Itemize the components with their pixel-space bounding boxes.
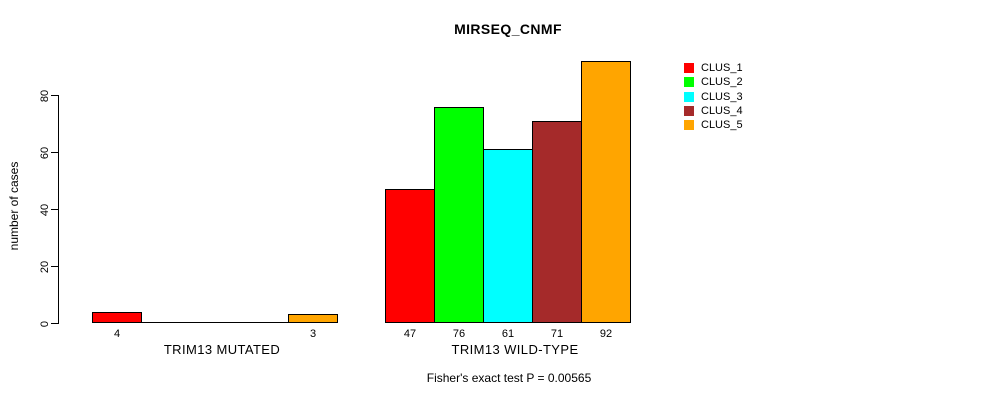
legend-swatch-clus_4 <box>684 105 694 116</box>
y-tick-label: 80 <box>39 89 51 103</box>
group-label-trim13-wild-type: TRIM13 WILD-TYPE <box>451 342 579 357</box>
bar-value-label: 61 <box>501 328 515 340</box>
y-tick-label: 60 <box>39 146 51 159</box>
bar-clus_1-group1 <box>385 189 435 323</box>
y-tick-label: 20 <box>39 260 51 273</box>
fisher-test-annotation: Fisher's exact test P = 0.00565 <box>426 371 592 385</box>
legend-swatch-clus_1 <box>684 63 694 73</box>
y-tick-label: 40 <box>39 203 51 216</box>
legend-swatch-clus_5 <box>684 120 694 131</box>
y-tick-mark <box>51 323 58 324</box>
bar-value-label: 92 <box>599 328 613 340</box>
y-axis-line <box>58 95 59 324</box>
bar-clus_2-group1 <box>434 107 484 323</box>
y-tick-mark <box>51 266 58 268</box>
bar-value-label: 71 <box>550 328 564 340</box>
legend-label-clus_3: CLUS_3 <box>701 90 743 103</box>
bar-clus_3-group1 <box>483 149 533 323</box>
y-tick-mark <box>51 152 58 154</box>
y-tick-mark <box>51 209 58 211</box>
bar-value-label: 4 <box>113 328 121 340</box>
bar-value-label: 76 <box>452 328 466 340</box>
bar-clus_5-group1 <box>581 61 631 323</box>
legend-label-clus_2: CLUS_2 <box>701 76 743 89</box>
zero-bar-line <box>141 322 191 323</box>
legend-swatch-clus_3 <box>684 91 694 102</box>
zero-bar-line <box>239 322 289 323</box>
group-label-trim13-mutated: TRIM13 MUTATED <box>163 342 281 357</box>
bar-clus_4-group1 <box>532 121 582 323</box>
y-axis-label: number of cases <box>7 161 21 251</box>
bar-value-label: 3 <box>309 328 317 340</box>
legend-label-clus_4: CLUS_4 <box>701 104 743 117</box>
zero-bar-line <box>190 322 240 323</box>
legend-swatch-clus_2 <box>684 77 694 88</box>
y-tick-mark <box>51 95 58 97</box>
bar-clus_5-group0 <box>288 314 338 323</box>
legend-label-clus_1: CLUS_1 <box>701 62 743 74</box>
chart-title: MIRSEQ_CNMF <box>454 21 562 37</box>
y-tick-label: 0 <box>39 320 51 327</box>
legend-label-clus_5: CLUS_5 <box>701 119 743 132</box>
bar-clus_1-group0 <box>92 312 142 323</box>
bar-value-label: 47 <box>403 328 417 340</box>
